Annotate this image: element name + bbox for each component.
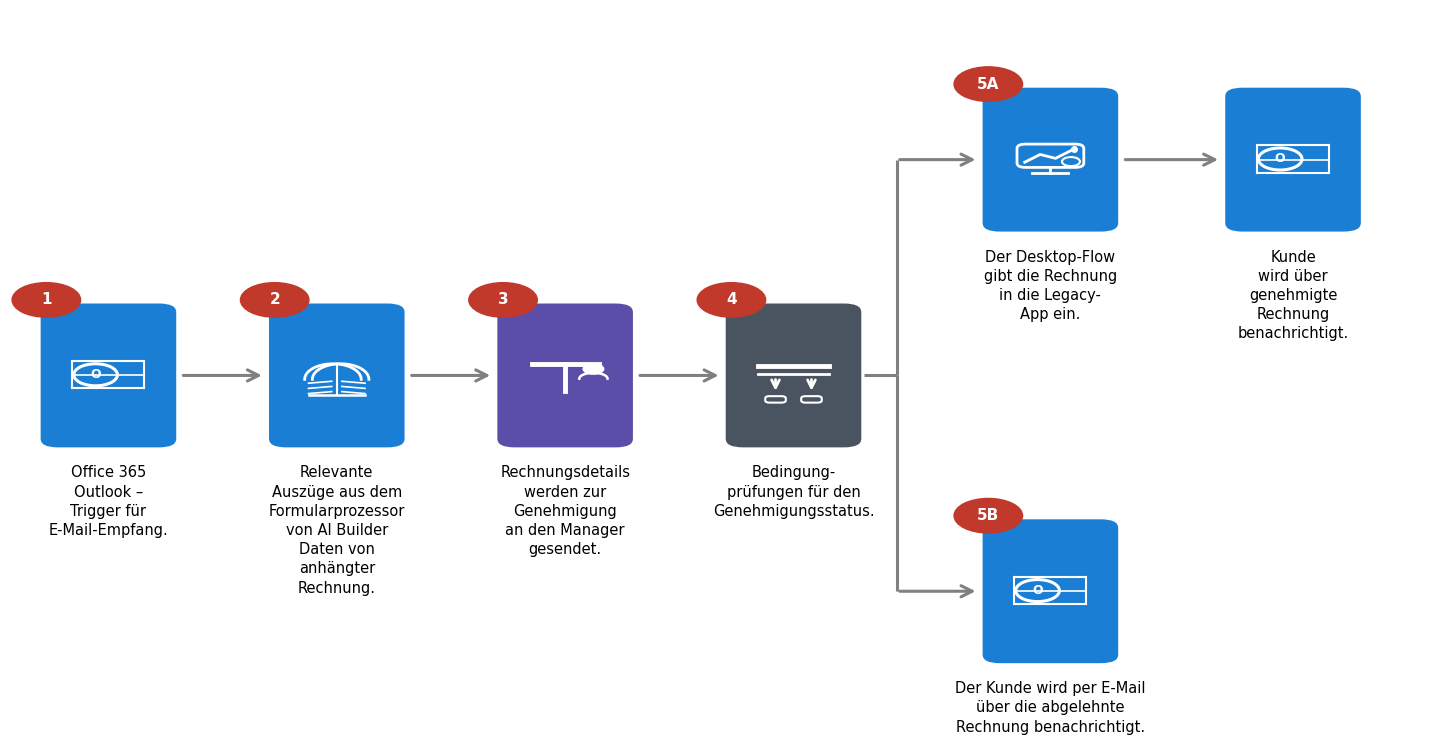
Text: Kunde
wird über
genehmigte
Rechnung
benachrichtigt.: Kunde wird über genehmigte Rechnung bena… — [1237, 249, 1348, 341]
Circle shape — [240, 283, 309, 317]
FancyBboxPatch shape — [498, 304, 633, 447]
Circle shape — [583, 364, 603, 374]
Text: Office 365
Outlook –
Trigger für
E-Mail-Empfang.: Office 365 Outlook – Trigger für E-Mail-… — [49, 465, 169, 538]
Text: 3: 3 — [498, 292, 509, 307]
Text: 4: 4 — [726, 292, 736, 307]
Text: Rechnungsdetails
werden zur
Genehmigung
an den Manager
gesendet.: Rechnungsdetails werden zur Genehmigung … — [500, 465, 631, 557]
Text: 1: 1 — [41, 292, 51, 307]
Text: O: O — [1276, 153, 1286, 165]
Text: Relevante
Auszüge aus dem
Formularprozessor
von AI Builder
Daten von
anhängter
R: Relevante Auszüge aus dem Formularprozes… — [269, 465, 405, 595]
Text: O: O — [90, 368, 102, 381]
Text: Der Desktop-Flow
gibt die Rechnung
in die Legacy-
App ein.: Der Desktop-Flow gibt die Rechnung in di… — [984, 249, 1117, 322]
Text: 5B: 5B — [977, 508, 1000, 523]
Text: 2: 2 — [269, 292, 280, 307]
Circle shape — [11, 283, 80, 317]
FancyBboxPatch shape — [725, 304, 861, 447]
Circle shape — [698, 283, 765, 317]
FancyBboxPatch shape — [269, 304, 405, 447]
Text: Bedingung-
prüfungen für den
Genehmigungsstatus.: Bedingung- prüfungen für den Genehmigung… — [712, 465, 874, 519]
FancyBboxPatch shape — [40, 304, 176, 447]
Circle shape — [954, 67, 1022, 101]
Text: Der Kunde wird per E-Mail
über die abgelehnte
Rechnung benachrichtigt.: Der Kunde wird per E-Mail über die abgel… — [955, 682, 1145, 734]
Circle shape — [469, 283, 538, 317]
FancyBboxPatch shape — [1226, 88, 1361, 231]
Circle shape — [954, 498, 1022, 533]
FancyBboxPatch shape — [982, 88, 1118, 231]
Text: O: O — [1032, 584, 1042, 597]
FancyBboxPatch shape — [982, 519, 1118, 663]
Text: 5A: 5A — [977, 77, 1000, 92]
